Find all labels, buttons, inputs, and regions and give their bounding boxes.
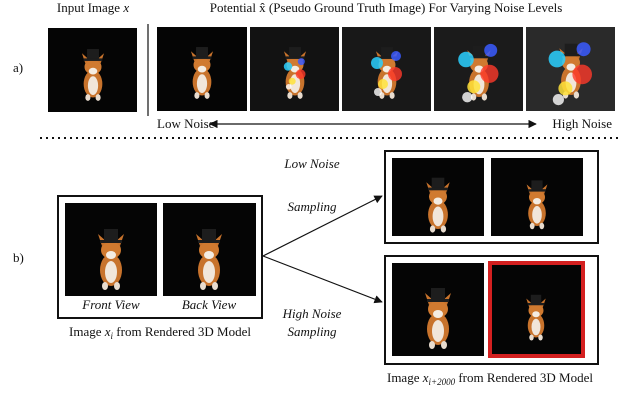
source-caption: Image xi from Rendered 3D Model bbox=[69, 324, 251, 342]
high-sampling-label: Sampling bbox=[287, 324, 337, 339]
low-noise-label: Low Noise bbox=[157, 116, 215, 131]
front-view-label: Front View bbox=[81, 297, 140, 312]
low-sampling-label: Sampling bbox=[287, 199, 337, 214]
high-noise-label: High Noise bbox=[552, 116, 612, 131]
arrow bbox=[262, 255, 383, 304]
noise-images bbox=[157, 27, 615, 111]
source-box bbox=[57, 195, 263, 319]
potential-title: Potential x̂ (Pseudo Ground Truth Image)… bbox=[210, 0, 563, 15]
high-noise-box bbox=[384, 255, 599, 365]
panel-label: b) bbox=[13, 250, 24, 265]
panel-label: a) bbox=[13, 60, 23, 75]
target-caption: Image xi+2000 from Rendered 3D Model bbox=[387, 370, 593, 388]
input-image bbox=[48, 28, 137, 112]
low-sampling-label: Low Noise bbox=[283, 156, 339, 171]
back-view-label: Back View bbox=[182, 297, 237, 312]
high-sampling-label: High Noise bbox=[282, 306, 342, 321]
arrow bbox=[262, 195, 383, 257]
low-noise-box bbox=[384, 150, 599, 244]
input-title: Input Image x bbox=[57, 0, 129, 15]
